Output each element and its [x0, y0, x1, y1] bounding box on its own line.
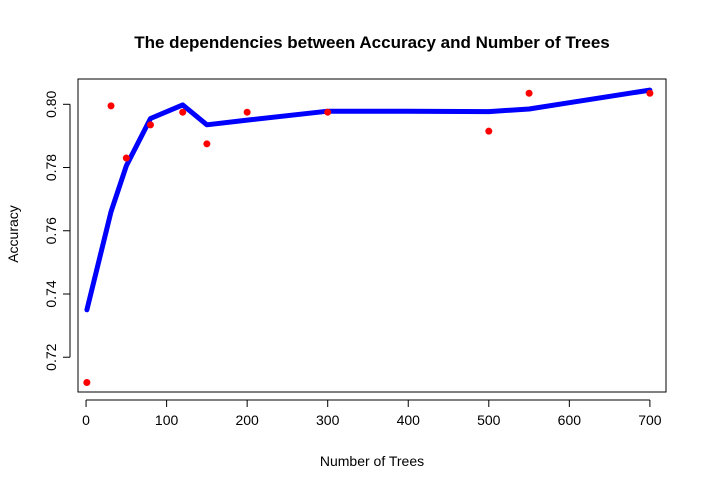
- x-tick-label: 300: [316, 412, 340, 428]
- y-tick-label: 0.74: [43, 280, 59, 307]
- data-point: [107, 102, 115, 110]
- y-tick-label: 0.76: [43, 217, 59, 244]
- data-point: [525, 89, 533, 97]
- data-point: [146, 121, 154, 129]
- chart-title: The dependencies between Accuracy and Nu…: [134, 33, 610, 52]
- data-point: [243, 108, 251, 116]
- data-point: [646, 89, 654, 97]
- x-tick-label: 500: [477, 412, 501, 428]
- y-tick-label: 0.72: [43, 343, 59, 370]
- y-axis: 0.72 0.74 0.76 0.78 0.80: [43, 90, 71, 371]
- x-axis-label: Number of Trees: [320, 453, 424, 469]
- plot-frame: [77, 78, 667, 393]
- y-tick-label: 0.80: [43, 90, 59, 117]
- data-point: [179, 108, 187, 116]
- y-tick-label: 0.78: [43, 154, 59, 181]
- x-tick-label: 0: [82, 412, 90, 428]
- data-point: [122, 154, 130, 162]
- x-tick-label: 600: [558, 412, 582, 428]
- x-tick-label: 200: [235, 412, 259, 428]
- x-axis: 0 100 200 300 400 500 600 700: [82, 399, 662, 428]
- trend-line: [84, 87, 653, 313]
- data-point: [324, 108, 332, 116]
- x-tick-label: 400: [397, 412, 421, 428]
- x-tick-label: 100: [155, 412, 179, 428]
- data-point: [485, 127, 493, 135]
- y-axis-label: Accuracy: [5, 205, 21, 263]
- series-layer: [83, 87, 654, 387]
- x-tick-label: 700: [638, 412, 662, 428]
- data-point: [83, 379, 91, 387]
- data-point: [203, 140, 211, 148]
